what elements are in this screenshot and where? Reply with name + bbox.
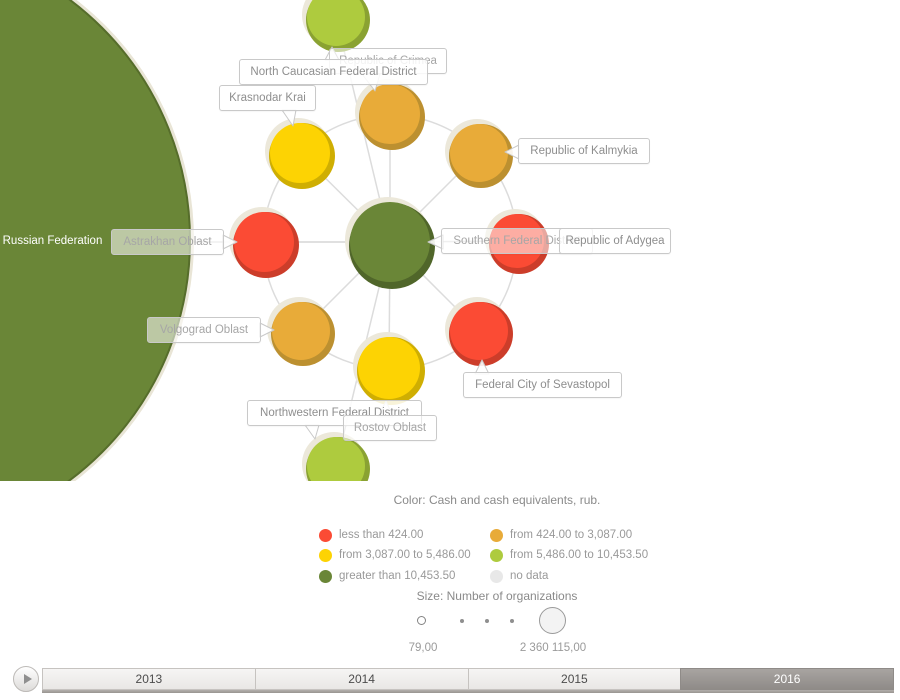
size-legend-max-value: 2 360 115,00 xyxy=(519,642,587,654)
legend-item: from 5,486.00 to 10,453.50 xyxy=(490,548,649,562)
node-north-caucasian-fd[interactable] xyxy=(302,0,370,52)
node-russian-federation[interactable] xyxy=(0,0,194,481)
legend-item: no data xyxy=(490,569,549,583)
node-label-adygea[interactable]: Republic of Adygea xyxy=(559,228,671,254)
legend-item-label: from 5,486.00 to 10,453.50 xyxy=(510,549,649,561)
node-southern-fd[interactable] xyxy=(345,197,435,289)
node-label-volgograd[interactable]: Volgograd Oblast xyxy=(147,317,261,343)
node-label-sevastopol[interactable]: Federal City of Sevastopol xyxy=(463,372,622,398)
node-kalmykia[interactable] xyxy=(445,119,513,188)
play-icon xyxy=(23,674,32,684)
node-label-astrakhan[interactable]: Astrakhan Oblast xyxy=(111,229,224,255)
slider-track-shadow xyxy=(42,690,894,693)
node-label-north-caucasian-fd[interactable]: North Caucasian Federal District xyxy=(239,59,428,85)
legend-swatch-red xyxy=(319,528,332,542)
color-legend-title: Color: Cash and cash equivalents, rub. xyxy=(393,493,601,507)
legend-item-label: no data xyxy=(510,570,549,582)
label-arrow xyxy=(304,424,320,440)
node-sevastopol[interactable] xyxy=(445,297,513,366)
legend-swatch-dark-green xyxy=(319,569,332,583)
node-label-rostov[interactable]: Rostov Oblast xyxy=(343,415,437,441)
legend-swatch-yellow-green xyxy=(490,548,503,562)
legend-item: from 3,087.00 to 5,486.00 xyxy=(319,548,490,562)
play-button[interactable] xyxy=(13,666,39,692)
legend-item: less than 424.00 xyxy=(319,528,490,542)
legend-item-label: from 424.00 to 3,087.00 xyxy=(510,529,633,541)
bubble-graph-canvas: Russian Federation Republic of Crimea No… xyxy=(0,0,671,481)
node-northwestern-fd[interactable] xyxy=(302,432,370,481)
legend-swatch-no-data xyxy=(490,569,503,583)
node-crimea[interactable] xyxy=(355,79,425,150)
year-segment-2016[interactable]: 2016 xyxy=(680,668,894,690)
color-legend-row: less than 424.00 from 424.00 to 3,087.00 xyxy=(319,525,632,545)
size-legend-title: Size: Number of organizations xyxy=(416,589,578,603)
node-label-kalmykia[interactable]: Republic of Kalmykia xyxy=(518,138,650,164)
size-legend-max-circle xyxy=(539,607,566,634)
year-slider: 2013 2014 2015 2016 xyxy=(42,668,894,690)
node-label-krasnodar[interactable]: Krasnodar Krai xyxy=(219,85,316,111)
year-segment-2014[interactable]: 2014 xyxy=(254,668,469,690)
color-legend-row: from 3,087.00 to 5,486.00 from 5,486.00 … xyxy=(319,545,648,565)
legend-item-label: greater than 10,453.50 xyxy=(339,570,456,582)
size-legend-min-circle xyxy=(417,616,426,625)
node-rostov[interactable] xyxy=(353,332,425,405)
size-legend-dot xyxy=(485,619,489,623)
year-segment-2013[interactable]: 2013 xyxy=(42,668,256,690)
size-legend-dot xyxy=(510,619,514,623)
node-krasnodar[interactable] xyxy=(265,118,335,189)
legend-item: from 424.00 to 3,087.00 xyxy=(490,528,633,542)
size-legend-dot xyxy=(460,619,464,623)
color-legend-row: greater than 10,453.50 no data xyxy=(319,566,548,586)
node-astrakhan[interactable] xyxy=(229,207,299,278)
legend-item: greater than 10,453.50 xyxy=(319,569,490,583)
size-legend-min-value: 79,00 xyxy=(408,642,438,654)
graph-svg xyxy=(0,0,549,481)
legend-item-label: from 3,087.00 to 5,486.00 xyxy=(339,549,471,561)
legend-swatch-orange xyxy=(490,528,503,542)
legend-item-label: less than 424.00 xyxy=(339,529,424,541)
node-volgograd[interactable] xyxy=(267,297,335,366)
year-segment-2015[interactable]: 2015 xyxy=(467,668,682,690)
legend-swatch-yellow xyxy=(319,548,332,562)
node-label-russian-federation: Russian Federation xyxy=(2,235,103,247)
